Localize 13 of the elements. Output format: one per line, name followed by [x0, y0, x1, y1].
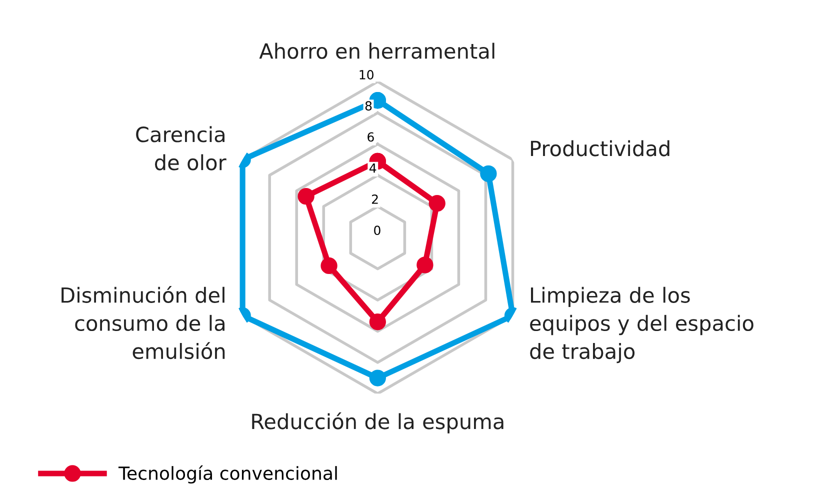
spoke-label: Carencia de olor [136, 126, 226, 170]
legend-label: Tecnología convencional [118, 465, 337, 484]
spoke-label: Disminución del consumo de la emulsión [62, 286, 225, 360]
y-tick-label: 10 [360, 70, 374, 80]
y-tick-label: 6 [368, 132, 374, 142]
y-tick-label: 4 [370, 164, 376, 173]
spoke-label: Reducción de la espuma [252, 412, 504, 434]
spoke-label: Productividad [531, 140, 670, 156]
y-tick-label: 2 [372, 194, 378, 204]
spoke-label: Ahorro en herramental [259, 42, 494, 59]
y-tick-label: 8 [365, 101, 372, 111]
spoke-label: Limpieza de los equipos y del espacio de trabajo [530, 286, 754, 364]
y-tick-label: 0 [374, 226, 380, 236]
